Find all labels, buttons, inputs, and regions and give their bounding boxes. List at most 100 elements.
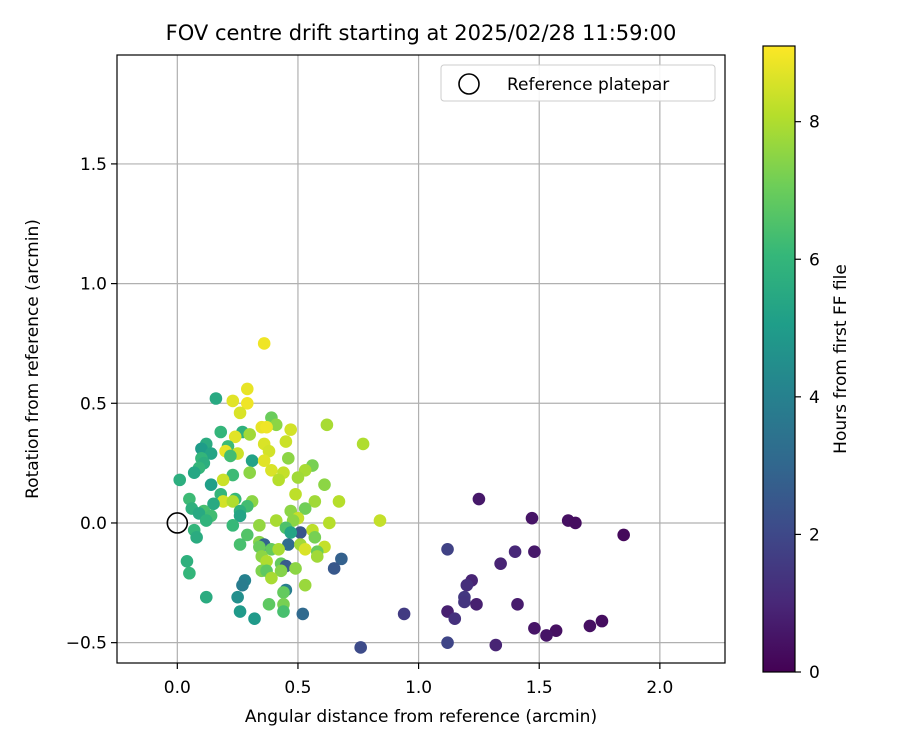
- data-point: [298, 542, 312, 556]
- data-point: [279, 435, 293, 448]
- data-point: [209, 392, 223, 405]
- data-point: [525, 511, 539, 525]
- data-point: [216, 495, 230, 508]
- x-axis-ticks: 0.0 0.5 1.0 1.5 2.0: [164, 663, 673, 698]
- data-point: [183, 492, 196, 506]
- data-point: [257, 454, 271, 468]
- data-point: [272, 473, 285, 487]
- y-tick-label: 1.5: [80, 155, 107, 175]
- data-point: [173, 473, 187, 487]
- data-point: [289, 562, 302, 575]
- data-point: [216, 473, 230, 487]
- data-point: [265, 464, 278, 477]
- data-point: [284, 526, 298, 539]
- data-point: [298, 502, 312, 515]
- data-point: [260, 554, 273, 568]
- data-point: [284, 423, 298, 436]
- colorbar-tick-label: 0: [809, 663, 820, 683]
- plot-frame: [116, 54, 726, 664]
- data-point: [243, 428, 256, 441]
- data-point: [472, 492, 486, 506]
- y-tick-label: −0.5: [66, 634, 107, 654]
- data-point: [245, 454, 259, 468]
- data-point: [310, 550, 324, 563]
- data-point: [233, 406, 247, 420]
- reference-platepar-marker: [166, 512, 189, 534]
- data-point: [540, 629, 553, 642]
- data-point: [323, 516, 336, 530]
- data-point: [617, 528, 630, 542]
- data-point: [204, 447, 218, 460]
- data-point: [373, 514, 387, 527]
- data-point: [236, 578, 249, 592]
- data-point: [199, 514, 213, 527]
- data-point: [583, 619, 597, 633]
- data-point: [207, 497, 220, 511]
- y-axis-ticks: −0.5 0.0 0.5 1.0 1.5: [66, 155, 117, 654]
- data-point: [226, 394, 240, 408]
- data-point: [448, 612, 462, 626]
- data-point: [511, 598, 524, 611]
- legend-entry-reference: Reference platepar: [507, 75, 669, 95]
- x-tick-label: 1.5: [526, 678, 553, 698]
- data-point: [272, 542, 285, 556]
- data-point: [190, 531, 203, 544]
- data-point: [274, 564, 288, 578]
- data-point: [335, 552, 348, 566]
- data-point: [233, 538, 247, 551]
- data-point: [260, 420, 273, 434]
- chart-title: FOV centre drift starting at 2025/02/28 …: [166, 21, 677, 45]
- data-point: [595, 614, 609, 628]
- data-point: [257, 337, 271, 350]
- x-tick-label: 1.0: [405, 678, 432, 698]
- data-point: [460, 578, 474, 592]
- data-point: [214, 425, 228, 439]
- data-point: [356, 437, 370, 451]
- data-point: [332, 495, 346, 508]
- data-point: [458, 595, 471, 609]
- data-point: [569, 516, 582, 530]
- data-point: [397, 607, 411, 621]
- data-point: [226, 468, 240, 482]
- colorbar-tick-label: 4: [809, 388, 820, 408]
- data-point: [269, 418, 283, 432]
- y-axis-label: Rotation from reference (arcmin): [23, 219, 43, 499]
- data-points: [173, 337, 630, 654]
- data-point: [308, 495, 322, 508]
- data-point: [253, 540, 266, 554]
- data-point: [226, 519, 240, 532]
- data-point: [296, 607, 310, 621]
- data-point: [240, 382, 254, 396]
- data-point: [228, 430, 242, 444]
- data-point: [318, 478, 331, 491]
- y-tick-label: 1.0: [80, 275, 107, 295]
- colorbar-tick-label: 6: [809, 250, 820, 270]
- data-point: [327, 562, 341, 575]
- data-point: [224, 449, 237, 463]
- x-tick-label: 0.0: [164, 678, 191, 698]
- data-point: [291, 471, 305, 484]
- data-point: [508, 545, 522, 558]
- data-point: [282, 452, 295, 465]
- data-point: [231, 590, 244, 604]
- colorbar: [762, 45, 796, 673]
- data-point: [240, 528, 254, 542]
- data-point: [183, 566, 196, 580]
- data-point: [243, 466, 256, 480]
- data-point: [354, 641, 367, 654]
- data-point: [441, 542, 454, 556]
- colorbar-ticks: 0 2 4 6 8: [795, 113, 820, 683]
- data-point: [320, 418, 334, 432]
- data-point: [199, 590, 213, 604]
- legend-marker: [458, 73, 480, 95]
- x-tick-label: 2.0: [646, 678, 673, 698]
- data-point: [282, 538, 295, 551]
- data-point: [549, 624, 563, 637]
- data-point: [441, 636, 454, 649]
- data-point: [240, 396, 254, 410]
- data-point: [253, 519, 266, 532]
- colorbar-label: Hours from first FF file: [831, 264, 851, 454]
- data-point: [226, 495, 240, 508]
- y-tick-label: 0.5: [80, 394, 107, 414]
